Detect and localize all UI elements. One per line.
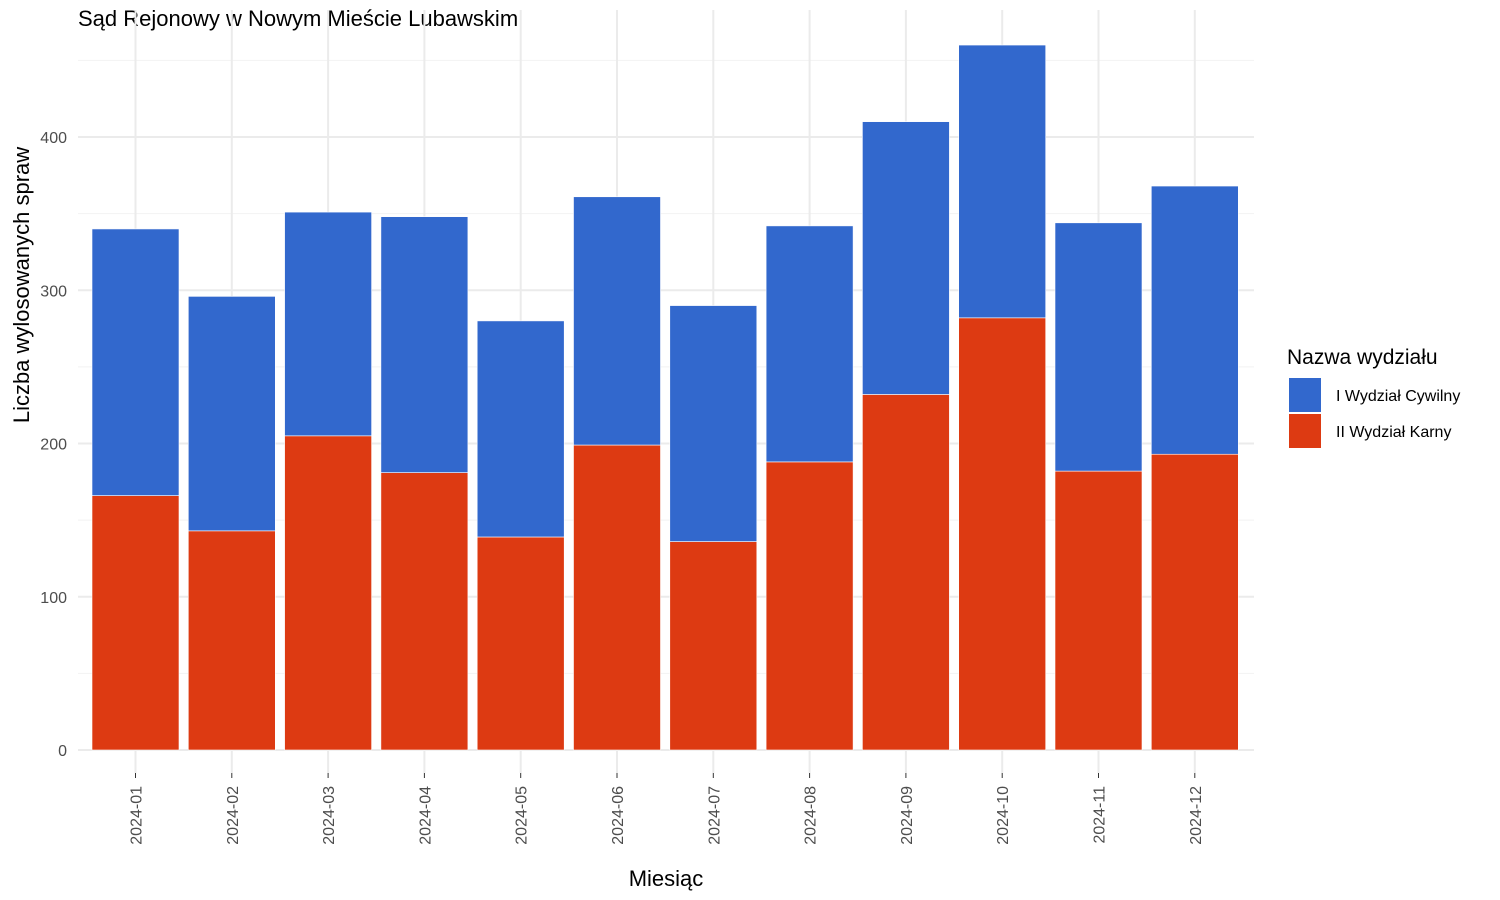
bar-2024-02-karny [188,530,276,751]
x-tick-label: 2024-09 [899,786,916,845]
legend: Nazwa wydziału I Wydział Cywilny II Wydzi… [1287,346,1460,448]
bar-2024-05-karny [476,536,565,751]
y-tick-label: 300 [40,283,67,300]
bar-2024-04-cywilny [380,216,469,473]
legend-swatch [1289,414,1321,448]
x-tick-label: 2024-08 [803,786,820,845]
bar-2024-07-karny [669,541,758,751]
bar-2024-06-karny [573,444,661,751]
y-tick-label: 400 [40,130,67,147]
chart-title: Sąd Rejonowy w Nowym Mieście Lubawskim [78,6,518,31]
bar-2024-03-karny [284,435,372,751]
bar-2024-08-karny [765,461,854,751]
bar-2024-12-karny [1151,453,1239,751]
bars [91,44,1239,751]
bar-2024-03-cywilny [284,211,372,437]
bar-2024-01-cywilny [91,228,180,496]
y-tick-label: 200 [40,437,67,454]
x-tick-label: 2024-04 [417,786,434,845]
bar-2024-01-karny [91,495,180,751]
bar-2024-07-cywilny [669,305,758,542]
legend-title: Nazwa wydziału [1287,346,1438,369]
legend-label: II Wydział Karny [1336,424,1451,441]
legend-swatch [1289,378,1321,412]
bar-2024-12-cywilny [1151,185,1239,455]
bar-2024-09-karny [862,394,950,751]
bar-2024-10-karny [958,317,1047,751]
x-tick-label: 2024-10 [995,786,1012,845]
bar-2024-09-cywilny [862,121,950,395]
x-tick-label: 2024-03 [321,786,338,845]
bar-2024-10-cywilny [958,44,1047,319]
y-tick-label: 0 [58,743,67,760]
x-tick-label: 2024-07 [706,786,723,845]
x-tick-label: 2024-06 [610,786,627,845]
bar-2024-11-cywilny [1054,222,1143,472]
bar-2024-08-cywilny [765,225,854,463]
x-tick-label: 2024-11 [1092,786,1109,844]
y-axis-title: Liczba wylosowanych spraw [9,147,34,423]
y-axis-ticks: 0 100 200 300 400 [40,130,67,760]
x-axis-ticks: 2024-01 2024-02 2024-03 2024-04 2024-05 2024-… [129,773,1205,845]
bar-2024-04-karny [380,472,469,751]
bar-2024-11-karny [1054,470,1143,751]
x-axis-title: Miesiąc [629,866,704,891]
bar-2024-02-cywilny [188,296,276,532]
x-tick-label: 2024-12 [1188,786,1205,845]
x-tick-label: 2024-02 [225,786,242,845]
y-tick-label: 100 [40,590,67,607]
x-tick-label: 2024-05 [514,786,531,845]
legend-label: I Wydział Cywilny [1336,388,1460,405]
bar-2024-05-cywilny [476,320,565,538]
x-tick-label: 2024-01 [129,786,146,845]
bar-2024-06-cywilny [573,196,661,446]
